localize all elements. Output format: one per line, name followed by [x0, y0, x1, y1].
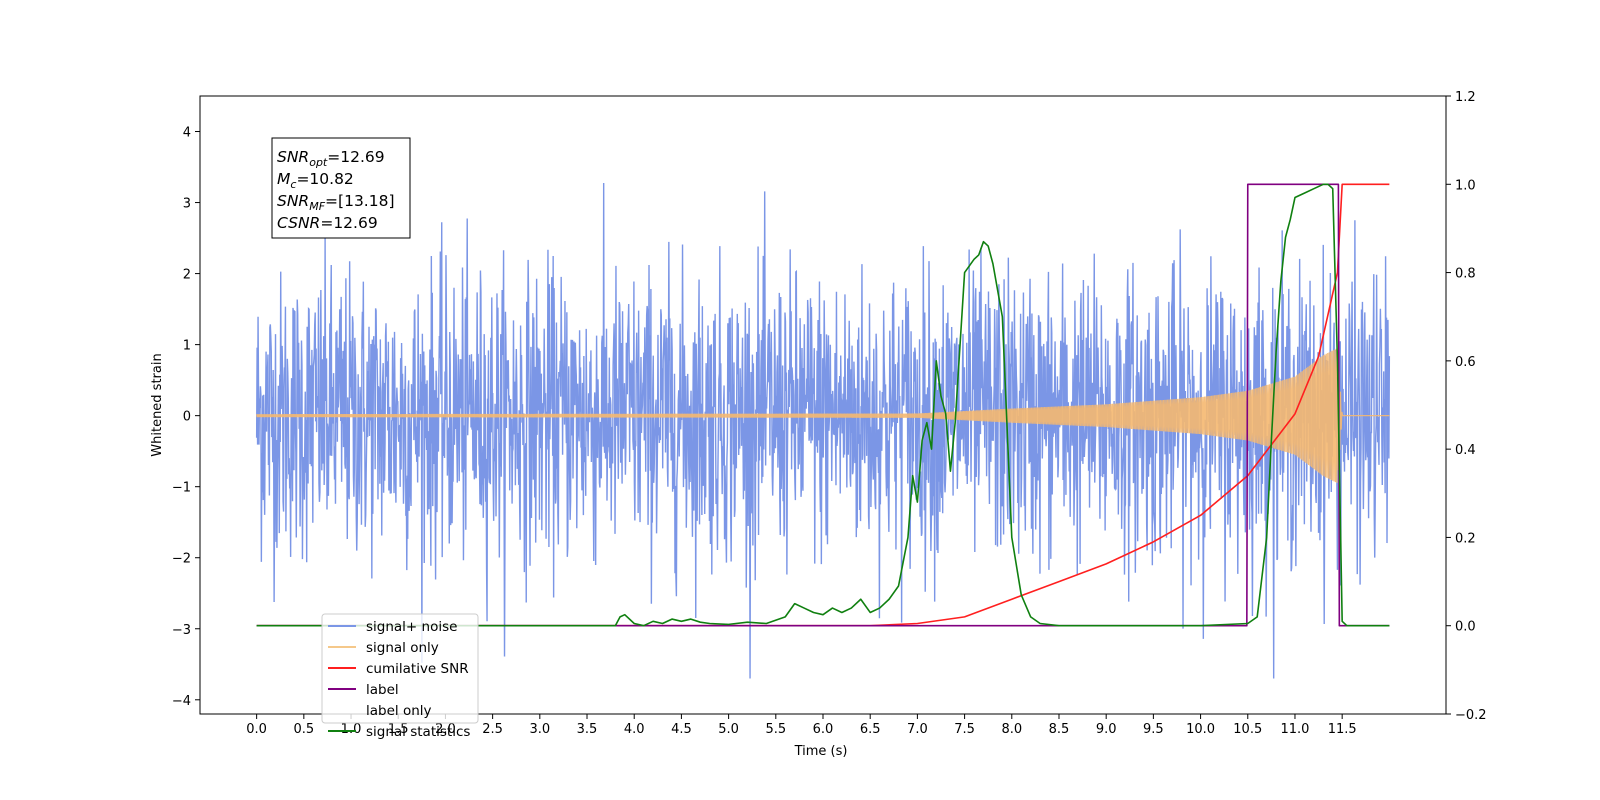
y-axis-left: 4 3 2 1 0 −1 −2 −3 −4 [172, 126, 200, 709]
x-tick-label: 2.5 [482, 722, 503, 737]
stats-subscript: MF [309, 200, 325, 213]
stats-value: =12.69 [327, 148, 384, 166]
x-tick-label: 0.0 [246, 722, 267, 737]
y2-tick-label: 0.4 [1455, 443, 1476, 458]
y2-tick-label: 1.2 [1455, 90, 1476, 105]
series-cumulative-snr [256, 183, 1390, 627]
stats-subscript: opt [309, 156, 328, 169]
stats-value: =12.69 [320, 214, 377, 232]
stats-value: =[13.18] [325, 192, 394, 210]
x-tick-label: 5.5 [765, 722, 786, 737]
y-tick-label: −4 [172, 694, 191, 709]
x-axis-label: Time (s) [794, 744, 848, 759]
stats-box-frame [271, 137, 411, 239]
legend-frame [321, 613, 479, 724]
x-tick-label: 7.5 [954, 722, 975, 737]
x-tick-label: 2.0 [435, 722, 456, 737]
x-tick-label: 11.5 [1328, 722, 1357, 737]
stats-name: SNR [277, 192, 309, 210]
x-axis: 0.0 0.5 1.0 1.5 2.0 2.5 3.0 3.5 4.0 4.5 5.0 5.5 6.0 6… [246, 714, 1357, 737]
y-tick-label: 1 [183, 339, 191, 354]
x-tick-label: 4.0 [624, 722, 645, 737]
x-tick-label: 1.0 [341, 722, 362, 737]
legend-entry-label: label only [366, 703, 432, 719]
x-tick-label: 6.0 [813, 722, 834, 737]
y-tick-label: 2 [183, 268, 191, 283]
stats-value: =10.82 [296, 170, 353, 188]
series-signal-only [256, 348, 1390, 483]
series-signal-statistics [256, 183, 1390, 627]
y2-tick-label: −0.2 [1455, 708, 1487, 723]
x-tick-label: 11.0 [1280, 722, 1309, 737]
y-tick-label: 3 [183, 197, 191, 212]
y-axis-right: 1.2 1.0 0.8 0.6 0.4 0.2 0.0 −0.2 [1446, 90, 1487, 723]
x-tick-label: 3.0 [529, 722, 550, 737]
x-tick-label: 0.5 [293, 722, 314, 737]
x-tick-label: 4.5 [671, 722, 692, 737]
y2-tick-label: 0.2 [1455, 531, 1476, 546]
y-tick-label: 0 [183, 410, 191, 425]
legend: signal+ noise signal only cumilative SNR la… [321, 613, 479, 740]
x-tick-label: 9.0 [1096, 722, 1117, 737]
stats-line: CSNR=12.69 [277, 214, 378, 232]
right-axis-series-layer [256, 183, 1390, 627]
legend-entry-label: label [366, 682, 399, 698]
legend-entry-label: signal+ noise [366, 619, 457, 635]
y-tick-label: 4 [183, 126, 191, 141]
x-tick-label: 9.5 [1143, 722, 1164, 737]
stats-line: SNRopt=12.69 [277, 148, 385, 169]
y2-tick-label: 0.8 [1455, 267, 1476, 282]
stats-annotation-box: SNRopt=12.69Mc=10.82SNRMF=[13.18]CSNR=12… [271, 137, 411, 239]
x-tick-label: 10.0 [1186, 722, 1215, 737]
stats-line: Mc=10.82 [277, 170, 354, 191]
x-tick-label: 3.5 [577, 722, 598, 737]
stats-subscript: c [290, 178, 296, 191]
x-tick-label: 7.0 [907, 722, 928, 737]
x-tick-label: 8.5 [1049, 722, 1070, 737]
x-tick-label: 8.0 [1001, 722, 1022, 737]
legend-entry-label: cumilative SNR [366, 661, 469, 677]
y-tick-label: −3 [172, 623, 191, 638]
x-tick-label: 5.0 [718, 722, 739, 737]
stats-name: SNR [277, 148, 309, 166]
signal-noise-layer [255, 183, 1391, 679]
stats-name: CSNR [277, 214, 320, 232]
x-tick-label: 1.5 [388, 722, 409, 737]
stats-name: M [277, 170, 290, 188]
legend-entry-label: signal statistics [366, 724, 470, 740]
legend-entry-label: signal only [366, 640, 439, 656]
y2-tick-label: 1.0 [1455, 178, 1476, 193]
x-tick-label: 10.5 [1233, 722, 1262, 737]
series-signal-noise [255, 183, 1391, 679]
y-tick-label: −2 [172, 552, 191, 567]
plot-area [255, 183, 1391, 679]
stats-line: SNRMF=[13.18] [277, 192, 395, 213]
y2-tick-label: 0.6 [1455, 355, 1476, 370]
signal-only-layer [256, 348, 1390, 483]
y-axis-label: Whitened strain [150, 353, 165, 456]
y2-tick-label: 0.0 [1455, 620, 1476, 635]
y-tick-label: −1 [172, 481, 191, 496]
x-tick-label: 6.5 [860, 722, 881, 737]
